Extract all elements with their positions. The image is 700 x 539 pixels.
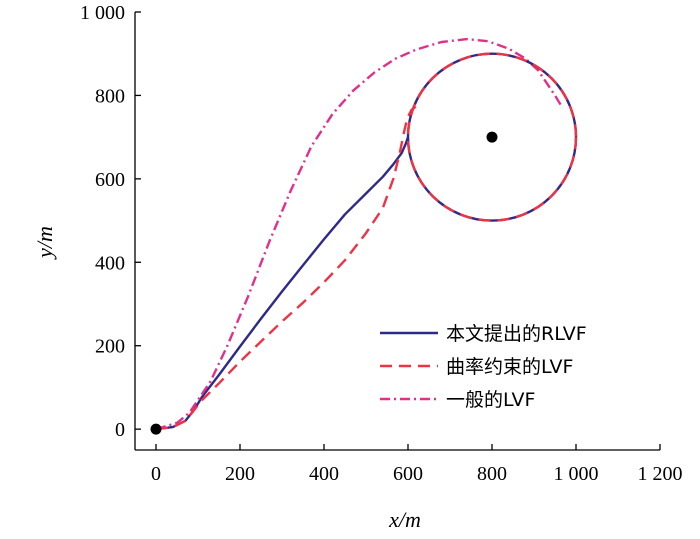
x-tick-label: 600: [393, 463, 423, 485]
y-axis-ticks: 0 200 400 600 800 1 000: [80, 2, 141, 441]
y-tick-label: 1 000: [80, 2, 125, 24]
legend-label: 曲率约束的LVF: [446, 356, 573, 378]
y-tick-label: 600: [95, 169, 125, 191]
y-axis-label: y/m: [32, 226, 57, 260]
x-tick-label: 1 200: [638, 463, 683, 485]
point-marker: [150, 423, 162, 435]
legend: 本文提出的RLVF 曲率约束的LVF 一般的LVF: [380, 323, 587, 411]
axes: [134, 12, 660, 451]
x-tick-label: 800: [477, 463, 507, 485]
y-tick-label: 400: [95, 252, 125, 274]
x-axis-ticks: 0 200 400 600 800 1 000 1 200: [151, 444, 683, 485]
legend-label: 本文提出的RLVF: [446, 323, 587, 345]
loiter-circle-dashed: [406, 52, 578, 222]
x-tick-label: 200: [225, 463, 255, 485]
x-tick-label: 400: [309, 463, 339, 485]
x-axis-label: x/m: [388, 507, 421, 532]
y-tick-label: 800: [95, 85, 125, 107]
markers: [150, 131, 498, 435]
series-line: [155, 136, 410, 431]
y-tick-label: 200: [95, 336, 125, 358]
series-lines: [155, 37, 578, 431]
x-tick-label: 1 000: [554, 463, 599, 485]
legend-label: 一般的LVF: [446, 389, 535, 411]
x-tick-label: 0: [151, 463, 161, 485]
series-line: [155, 103, 420, 431]
point-marker: [486, 131, 498, 143]
y-tick-label: 0: [115, 419, 125, 441]
